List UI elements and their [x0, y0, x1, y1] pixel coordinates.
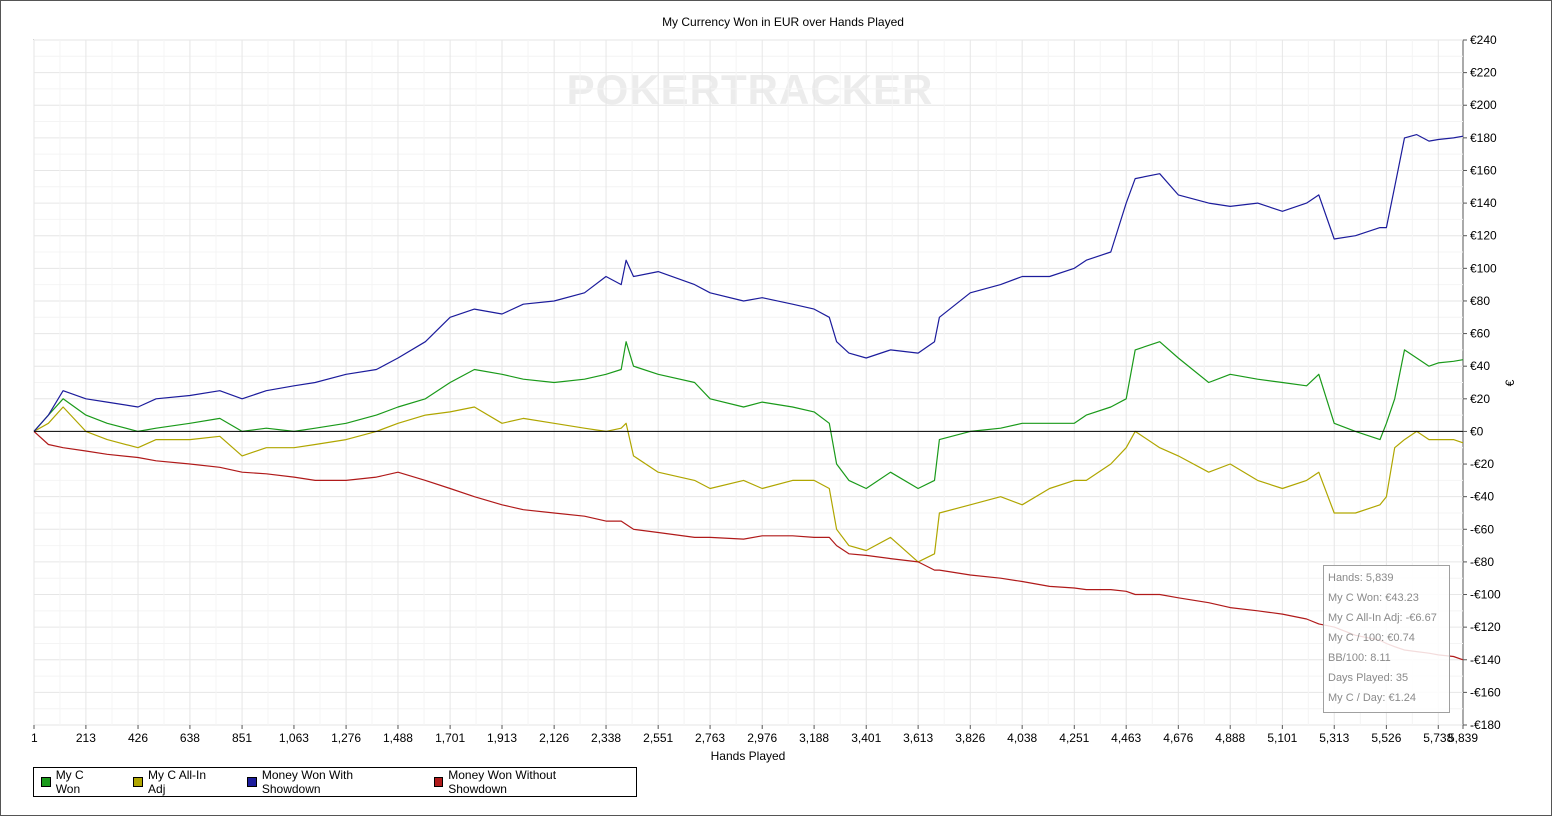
series-lines — [33, 134, 1464, 661]
y-tick-label: €120 — [1470, 229, 1497, 243]
stat-won: My C Won: €43.23 — [1328, 592, 1419, 604]
stats-tooltip: Hands: 5,839 My C Won: €43.23 My C All-I… — [1323, 565, 1450, 713]
x-tick-label: 638 — [180, 731, 200, 745]
legend-swatch — [133, 777, 144, 787]
y-tick-label: -€80 — [1470, 555, 1494, 569]
series-line-money-won-without-showdown — [33, 430, 1464, 661]
legend: My C Won My C All-In Adj Money Won With … — [33, 767, 637, 797]
x-tick-label: 5,526 — [1371, 731, 1401, 745]
x-tick-label: 1,063 — [279, 731, 309, 745]
y-tick-label: €80 — [1470, 294, 1490, 308]
stat-per-day: My C / Day: €1.24 — [1328, 692, 1417, 704]
x-tick-label: 5,839 — [1448, 731, 1478, 745]
legend-item-allin[interactable]: My C All-In Adj — [133, 768, 223, 796]
y-axis-label: € — [1503, 379, 1517, 386]
x-tick-label: 4,251 — [1059, 731, 1089, 745]
x-tick-label: 1,488 — [383, 731, 413, 745]
y-tick-label: -€60 — [1470, 522, 1494, 536]
x-tick-label: 3,826 — [955, 731, 985, 745]
x-tick-label: 1,913 — [487, 731, 517, 745]
x-tick-label: 1,701 — [435, 731, 465, 745]
y-tick-label: -€20 — [1470, 457, 1494, 471]
x-tick-label: 5,738 — [1423, 731, 1453, 745]
chart-title: My Currency Won in EUR over Hands Played — [662, 15, 904, 29]
y-tick-label: €240 — [1470, 33, 1497, 47]
x-tick-label: 213 — [76, 731, 96, 745]
x-tick-label: 4,463 — [1111, 731, 1141, 745]
x-tick-label: 1,276 — [331, 731, 361, 745]
y-tick-label: €100 — [1470, 261, 1497, 275]
x-axis-label: Hands Played — [711, 749, 786, 763]
y-tick-label: €200 — [1470, 98, 1497, 112]
x-tick-label: 426 — [128, 731, 148, 745]
x-tick-label: 1 — [31, 731, 38, 745]
y-tick-label: €160 — [1470, 163, 1497, 177]
x-tick-label: 3,188 — [799, 731, 829, 745]
y-tick-label: €40 — [1470, 359, 1490, 373]
y-tick-label: -€100 — [1470, 588, 1501, 602]
stat-hands: Hands: 5,839 — [1328, 572, 1394, 584]
stat-bb-100: BB/100: 8.11 — [1328, 652, 1391, 664]
stat-days: Days Played: 35 — [1328, 672, 1409, 684]
legend-label: My C Won — [55, 768, 84, 796]
stat-allin-adj: My C All-In Adj: -€6.67 — [1328, 612, 1437, 624]
legend-item-no-showdown[interactable]: Money Won Without Showdown — [433, 768, 612, 796]
y-tick-label: €20 — [1470, 392, 1490, 406]
legend-swatch — [41, 777, 51, 787]
x-tick-label: 2,338 — [591, 731, 621, 745]
series-line-my-c-won — [33, 341, 1464, 490]
y-tick-label: -€140 — [1470, 653, 1501, 667]
legend-item-showdown[interactable]: Money Won With Showdown — [247, 768, 409, 796]
y-tick-label: €140 — [1470, 196, 1497, 210]
y-tick-label: -€160 — [1470, 685, 1501, 699]
x-tick-label: 3,401 — [851, 731, 881, 745]
x-tick-label: 851 — [232, 731, 252, 745]
x-tick-label: 4,038 — [1007, 731, 1037, 745]
legend-swatch — [433, 777, 444, 787]
series-line-my-c-all-in-adj — [33, 406, 1464, 563]
x-tick-label: 4,676 — [1163, 731, 1193, 745]
x-tick-label: 4,888 — [1215, 731, 1245, 745]
legend-label: Money Won With Showdown — [261, 768, 354, 796]
y-tick-label: -€180 — [1470, 718, 1501, 732]
legend-swatch — [247, 777, 257, 787]
legend-item-won[interactable]: My C Won — [41, 768, 109, 796]
legend-label: Money Won Without Showdown — [448, 768, 557, 796]
y-tick-label: €220 — [1470, 66, 1497, 80]
legend-label: My C All-In Adj — [148, 768, 207, 796]
x-tick-label: 2,126 — [539, 731, 569, 745]
y-tick-label: €60 — [1470, 327, 1490, 341]
y-tick-label: -€120 — [1470, 620, 1501, 634]
axes: €240 €220 €200 €180 €160 €140 €120 €100 €80 €60 €4… — [31, 33, 1501, 745]
x-tick-label: 2,763 — [695, 731, 725, 745]
x-tick-label: 5,101 — [1267, 731, 1297, 745]
x-tick-label: 3,613 — [903, 731, 933, 745]
y-tick-label: €0 — [1470, 424, 1484, 438]
y-tick-label: -€40 — [1470, 490, 1494, 504]
x-tick-label: 2,976 — [747, 731, 777, 745]
series-line-money-won-with-showdown — [33, 134, 1464, 432]
y-tick-label: €180 — [1470, 131, 1497, 145]
x-tick-label: 5,313 — [1319, 731, 1349, 745]
stat-per-100: My C / 100: €0.74 — [1328, 632, 1415, 644]
x-tick-label: 2,551 — [643, 731, 673, 745]
